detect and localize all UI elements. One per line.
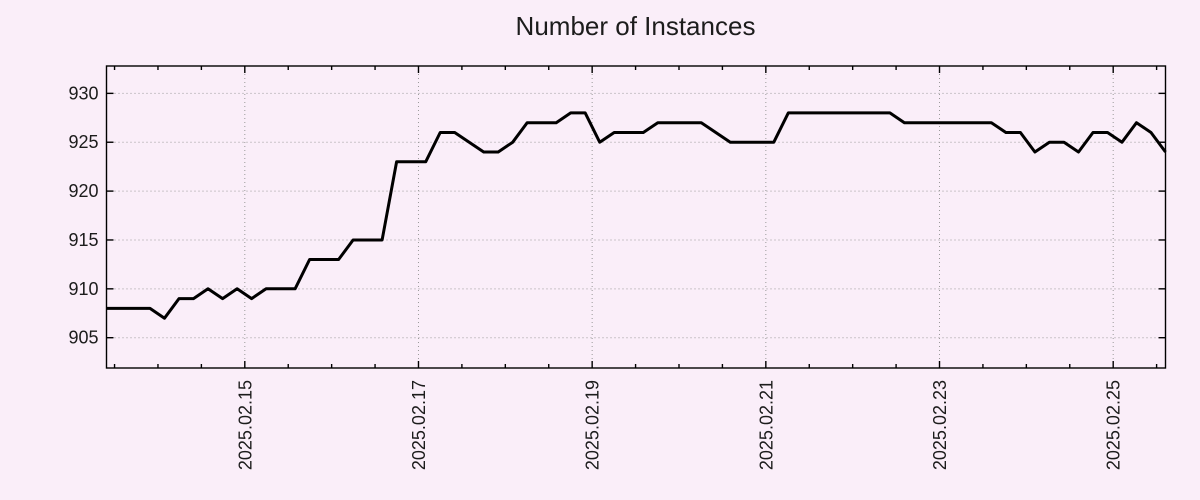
x-tick-label: 2025.02.19 <box>583 380 603 470</box>
y-tick-label: 925 <box>68 132 98 152</box>
plot-border <box>105 65 1167 369</box>
x-tick-label: 2025.02.25 <box>1104 380 1124 470</box>
series-line <box>106 111 1167 320</box>
chart-title: Number of Instances <box>515 11 756 41</box>
x-tick-label: 2025.02.23 <box>930 380 950 470</box>
y-tick-label: 905 <box>68 328 98 348</box>
x-tick-label: 2025.02.17 <box>409 380 429 470</box>
x-tick-label: 2025.02.21 <box>756 380 776 470</box>
y-tick-label: 930 <box>68 83 98 103</box>
x-tick-label: 2025.02.15 <box>235 380 255 470</box>
y-tick-label: 915 <box>68 230 98 250</box>
y-tick-label: 920 <box>68 181 98 201</box>
y-tick-label: 910 <box>68 279 98 299</box>
